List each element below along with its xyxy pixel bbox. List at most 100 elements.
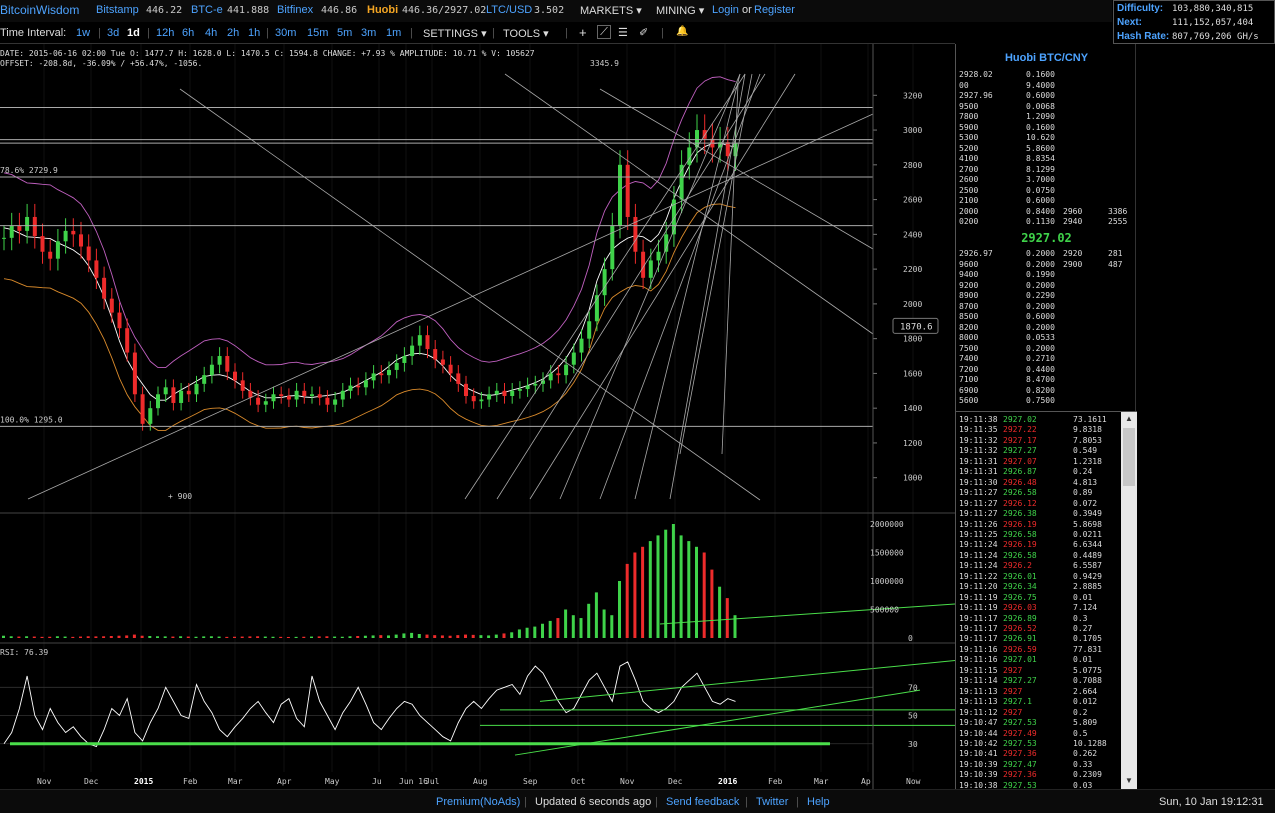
volume-bar bbox=[117, 635, 121, 638]
brand-logo[interactable]: BitcoinWisdom bbox=[0, 3, 80, 17]
interval-1h[interactable]: 1h bbox=[248, 27, 261, 39]
help-link[interactable]: Help bbox=[807, 796, 830, 808]
volume-bar bbox=[310, 636, 313, 638]
orderbook-ask-row: 5200 5.8600 bbox=[956, 144, 1137, 154]
hashrate-label: Hash Rate: bbox=[1117, 31, 1170, 42]
candle-body bbox=[302, 390, 307, 397]
time-axis-tick: Dec bbox=[84, 777, 99, 786]
twitter-link[interactable]: Twitter bbox=[756, 796, 789, 808]
volume-bar bbox=[533, 626, 537, 638]
orderbook-amount: 0.2000 bbox=[1026, 280, 1055, 290]
time-axis-tick: Ap bbox=[861, 777, 871, 786]
scroll-down-icon[interactable]: ▼ bbox=[1125, 776, 1133, 785]
orderbook-amount: 0.1600 bbox=[1026, 70, 1055, 79]
trade-time: 19:11:13 bbox=[959, 697, 998, 707]
interval-4h[interactable]: 4h bbox=[205, 27, 218, 39]
mining-menu[interactable]: MINING ▾ bbox=[656, 5, 705, 17]
exchange-link-bitfinex[interactable]: Bitfinex bbox=[277, 4, 314, 16]
scroll-up-icon[interactable]: ▲ bbox=[1125, 414, 1133, 423]
orderbook-price: 7800 bbox=[959, 112, 979, 121]
trade-row: 19:11:13 2927 2.664 bbox=[956, 687, 1121, 697]
settings-menu[interactable]: SETTINGS ▾ bbox=[423, 28, 487, 40]
scrollbar-thumb[interactable] bbox=[1123, 428, 1135, 486]
exchange-link-ltcusd[interactable]: LTC/USD bbox=[486, 4, 533, 16]
volume-bar bbox=[302, 636, 306, 638]
orderbook-ask-row: 9500 0.0068 bbox=[956, 102, 1137, 112]
orderbook-amount: 0.6000 bbox=[1026, 312, 1055, 321]
candle-body bbox=[602, 269, 607, 296]
price-axis-tick: 3000 bbox=[903, 126, 922, 135]
markets-menu[interactable]: MARKETS ▾ bbox=[580, 5, 642, 17]
candle-body bbox=[440, 359, 445, 365]
interval-12h[interactable]: 12h bbox=[156, 27, 175, 39]
trend-line bbox=[464, 73, 746, 500]
candle-body bbox=[725, 142, 730, 157]
trade-price: 2926.19 bbox=[1003, 540, 1037, 550]
send-feedback-link[interactable]: Send feedback bbox=[666, 796, 740, 808]
orderbook-amount: 0.8400 bbox=[1026, 206, 1055, 216]
trade-amount: 7.124 bbox=[1073, 603, 1098, 613]
trade-time: 19:11:24 bbox=[959, 561, 998, 571]
line-tool-icon[interactable]: ⟋ bbox=[597, 25, 611, 39]
candle-body bbox=[679, 164, 684, 200]
orderbook-sum-price: 2940 bbox=[1063, 217, 1083, 226]
interval-1d[interactable]: 1d bbox=[127, 27, 140, 39]
interval-30m[interactable]: 30m bbox=[275, 27, 297, 39]
trade-row: 19:11:15 2927 5.0775 bbox=[956, 666, 1121, 676]
candle-body bbox=[387, 369, 391, 376]
orderbook-price: 4100 bbox=[959, 154, 979, 163]
candle-body bbox=[633, 216, 638, 252]
volume-bar bbox=[356, 636, 360, 638]
trade-amount: 0.33 bbox=[1073, 759, 1093, 769]
orderbook-bid-row: 9600 0.2000 2900 487 bbox=[956, 260, 1137, 270]
ohlc-info-line: DATE: 2015-06-16 02:00 Tue O: 1477.7 H: … bbox=[0, 49, 535, 58]
difficulty-value: 103,880,340,815 bbox=[1172, 4, 1254, 14]
register-link[interactable]: Register bbox=[754, 4, 795, 16]
candle-body bbox=[186, 390, 191, 395]
candle-body bbox=[618, 164, 622, 226]
orderbook-ask-row: 2000 0.8400 2960 3386 bbox=[956, 207, 1137, 217]
exchange-link-huobi[interactable]: Huobi bbox=[367, 4, 399, 16]
orderbook-sum: 3386 bbox=[1108, 206, 1128, 216]
volume-axis-tick: 500000 bbox=[870, 606, 899, 615]
exchange-link-bitstamp[interactable]: Bitstamp bbox=[96, 4, 139, 16]
trade-price: 2927.53 bbox=[1003, 738, 1037, 748]
trade-amount: 1.2318 bbox=[1073, 456, 1102, 466]
volume-bar bbox=[125, 635, 129, 638]
login-link[interactable]: Login bbox=[712, 4, 739, 16]
orderbook-amount: 0.6000 bbox=[1026, 196, 1055, 205]
interval-6h[interactable]: 6h bbox=[182, 27, 195, 39]
candle-body bbox=[687, 147, 692, 165]
interval-1m[interactable]: 1m bbox=[386, 27, 402, 39]
horizontal-lines-tool-icon[interactable]: ☰ bbox=[618, 27, 628, 39]
trade-row: 19:11:35 2927.22 9.8318 bbox=[956, 425, 1121, 435]
volume-bar bbox=[510, 632, 514, 638]
orderbook-title[interactable]: Huobi BTC/CNY bbox=[1004, 52, 1089, 64]
orderbook-bid-row: 8200 0.2000 bbox=[956, 323, 1137, 333]
volume-bar bbox=[209, 636, 213, 638]
interval-5m[interactable]: 5m bbox=[337, 27, 353, 39]
trades-scrollbar[interactable]: ▲ ▼ bbox=[1121, 412, 1137, 789]
tools-menu[interactable]: TOOLS ▾ bbox=[503, 28, 549, 40]
interval-1w[interactable]: 1w bbox=[76, 27, 91, 39]
interval-15m[interactable]: 15m bbox=[307, 27, 329, 39]
trade-amount: 6.5587 bbox=[1073, 561, 1102, 571]
exchange-link-btce[interactable]: BTC-e bbox=[191, 4, 223, 16]
interval-3m[interactable]: 3m bbox=[361, 27, 377, 39]
pen-tool-icon[interactable]: ✐ bbox=[639, 27, 649, 39]
candle-body bbox=[425, 335, 430, 350]
trade-time: 19:11:27 bbox=[959, 509, 998, 519]
crosshair-tool-icon[interactable]: + bbox=[579, 25, 587, 40]
interval-2h[interactable]: 2h bbox=[227, 27, 240, 39]
volume-bar bbox=[363, 635, 367, 638]
bollinger-lower-line bbox=[3, 203, 736, 431]
premium-link[interactable]: Premium(NoAds) bbox=[436, 796, 521, 808]
price-chart[interactable]: 3345.9 + 900 78.6% 2729.9 100.0% 1295.0 RSI… bbox=[0, 44, 955, 789]
interval-3d[interactable]: 3d bbox=[107, 27, 120, 39]
candle-body bbox=[456, 373, 461, 384]
time-axis-tick: 2015 bbox=[134, 777, 153, 786]
alert-bell-icon[interactable]: 🔔 bbox=[676, 26, 689, 37]
trade-row: 19:10:47 2927.53 5.809 bbox=[956, 718, 1121, 728]
orderbook-ask-row: 2500 0.0750 bbox=[956, 186, 1137, 196]
orderbook-ask-row: 0200 0.1130 2940 2555 bbox=[956, 217, 1137, 227]
